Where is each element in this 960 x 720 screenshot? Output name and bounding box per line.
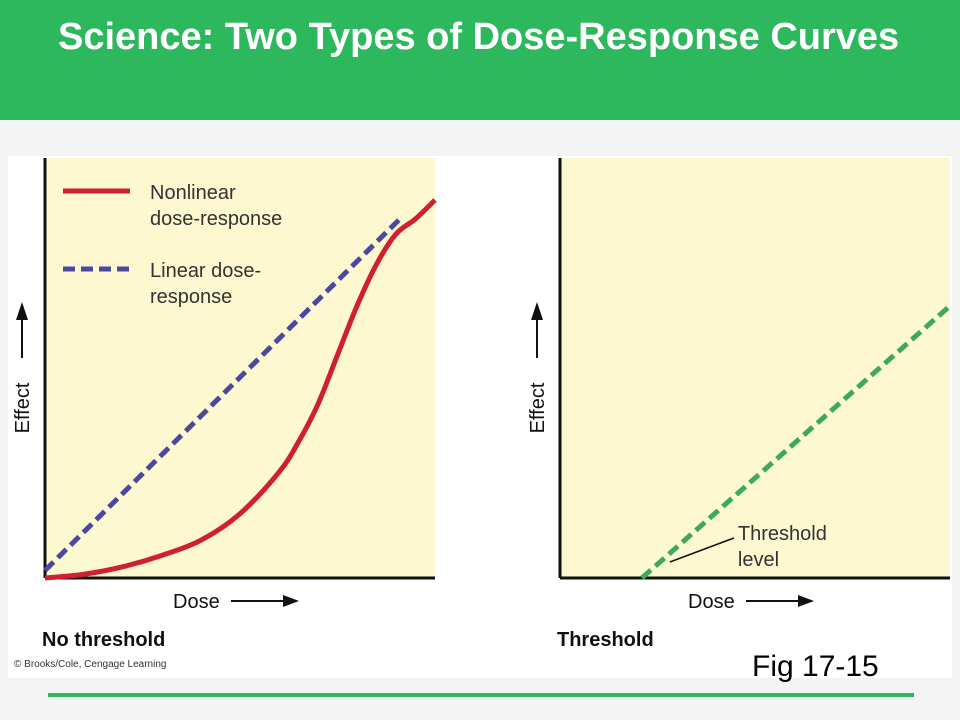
y-axis-label: Effect	[12, 382, 34, 433]
chart-panel-1	[16, 158, 437, 607]
y-axis-label: Effect	[527, 382, 549, 433]
y-axis-arrow-head	[16, 302, 28, 320]
x-axis-arrow-head	[798, 595, 814, 607]
chart-panel-2	[531, 158, 952, 607]
slide-title: Science: Two Types of Dose-Response Curv…	[58, 16, 900, 58]
panel-label: Threshold	[557, 629, 654, 651]
copyright-note: © Brooks/Cole, Cengage Learning	[14, 659, 166, 670]
legend-label: response	[150, 286, 232, 308]
footer-divider	[48, 693, 914, 697]
series-line-1	[44, 198, 437, 581]
x-axis-label: Dose	[173, 591, 220, 613]
annotation-label: Threshold	[738, 523, 827, 545]
series-line-2	[43, 217, 402, 573]
figure-number-label: Fig 17-15	[752, 650, 879, 683]
legend-label: Linear dose-	[150, 260, 261, 282]
legend-label: dose-response	[150, 208, 282, 230]
series-line-1	[640, 303, 952, 580]
plot-background	[560, 158, 950, 578]
y-axis-arrow-head	[531, 302, 543, 320]
slide-header: Science: Two Types of Dose-Response Curv…	[0, 0, 960, 120]
legend-label: Nonlinear	[150, 182, 236, 204]
annotation-label: level	[738, 549, 779, 571]
x-axis-arrow-head	[283, 595, 299, 607]
x-axis-label: Dose	[688, 591, 735, 613]
annotation-leader-line	[669, 537, 735, 563]
panel-label: No threshold	[42, 629, 165, 651]
